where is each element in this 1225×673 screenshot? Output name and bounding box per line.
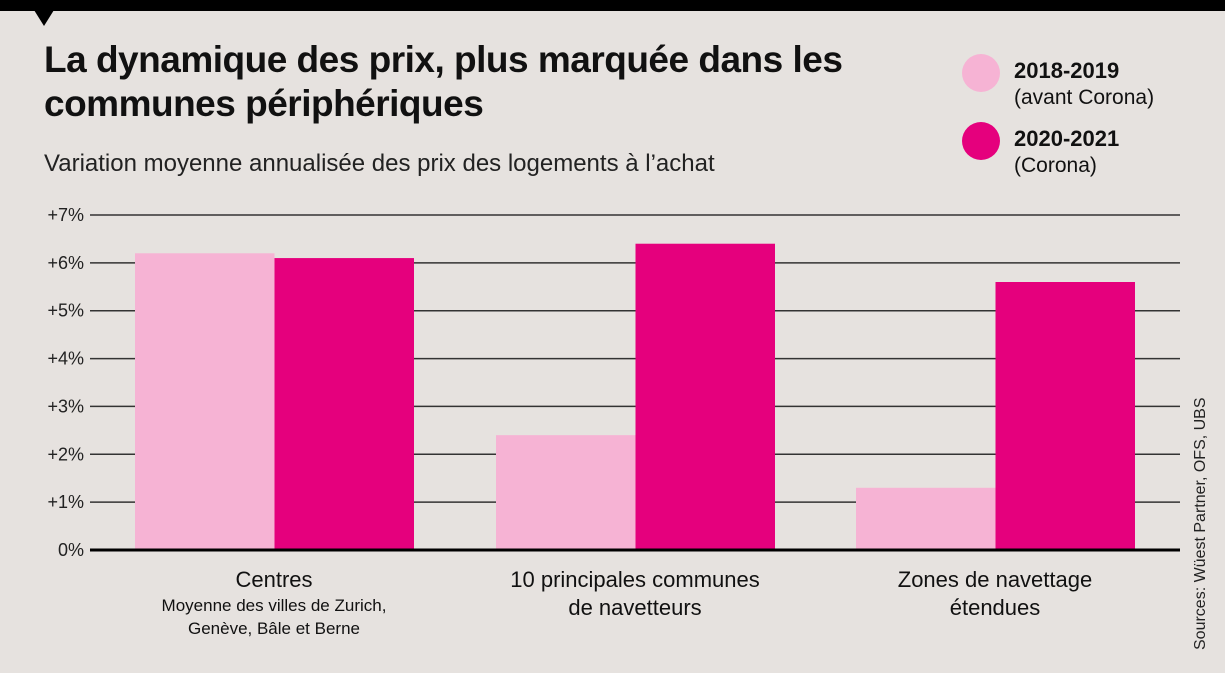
- legend-name: 2020-2021: [1014, 126, 1120, 151]
- category-name: Zones de navettage: [897, 567, 1093, 592]
- y-tick-label: +3%: [47, 396, 84, 416]
- bar-2020-2021: [635, 243, 775, 550]
- category-note: Genève, Bâle et Berne: [187, 619, 360, 638]
- legend-swatch: [962, 54, 1000, 92]
- category-name-line2: de navetteurs: [568, 595, 702, 620]
- category-note: Moyenne des villes de Zurich,: [161, 596, 387, 615]
- source-note: Sources: Wüest Partner, OFS, UBS: [1192, 397, 1209, 650]
- category-label-zones: Zones de navettage étendues: [825, 566, 1165, 622]
- bar-2018-2019: [135, 253, 275, 551]
- category-label-communes: 10 principales communes de navetteurs: [465, 566, 805, 622]
- y-tick-label: +2%: [47, 444, 84, 464]
- bar-2018-2019: [496, 435, 636, 550]
- y-tick-label: +1%: [47, 492, 84, 512]
- legend-swatch: [962, 122, 1000, 160]
- legend-sub: (avant Corona): [1014, 86, 1155, 109]
- category-label-centres: Centres Moyenne des villes de Zurich, Ge…: [104, 566, 444, 640]
- notch-triangle-icon: [34, 10, 54, 26]
- legend-sub: (Corona): [1014, 154, 1097, 177]
- y-tick-label: 0%: [58, 540, 84, 560]
- y-tick-label: +7%: [47, 205, 84, 225]
- chart-title: La dynamique des prix, plus marquée dans…: [44, 39, 843, 124]
- bar-2020-2021: [274, 258, 414, 550]
- y-tick-label: +5%: [47, 301, 84, 321]
- bar-2018-2019: [856, 487, 996, 550]
- category-name-line2: étendues: [949, 595, 1041, 620]
- legend-name: 2018-2019: [1014, 58, 1120, 83]
- y-tick-label: +6%: [47, 253, 84, 273]
- top-bar: [0, 0, 1225, 11]
- category-name: Centres: [235, 567, 313, 592]
- y-tick-label: +4%: [47, 349, 84, 369]
- chart-subtitle: Variation moyenne annualisée des prix de…: [44, 150, 715, 177]
- category-name: 10 principales communes: [510, 567, 760, 592]
- bar-2020-2021: [995, 282, 1135, 550]
